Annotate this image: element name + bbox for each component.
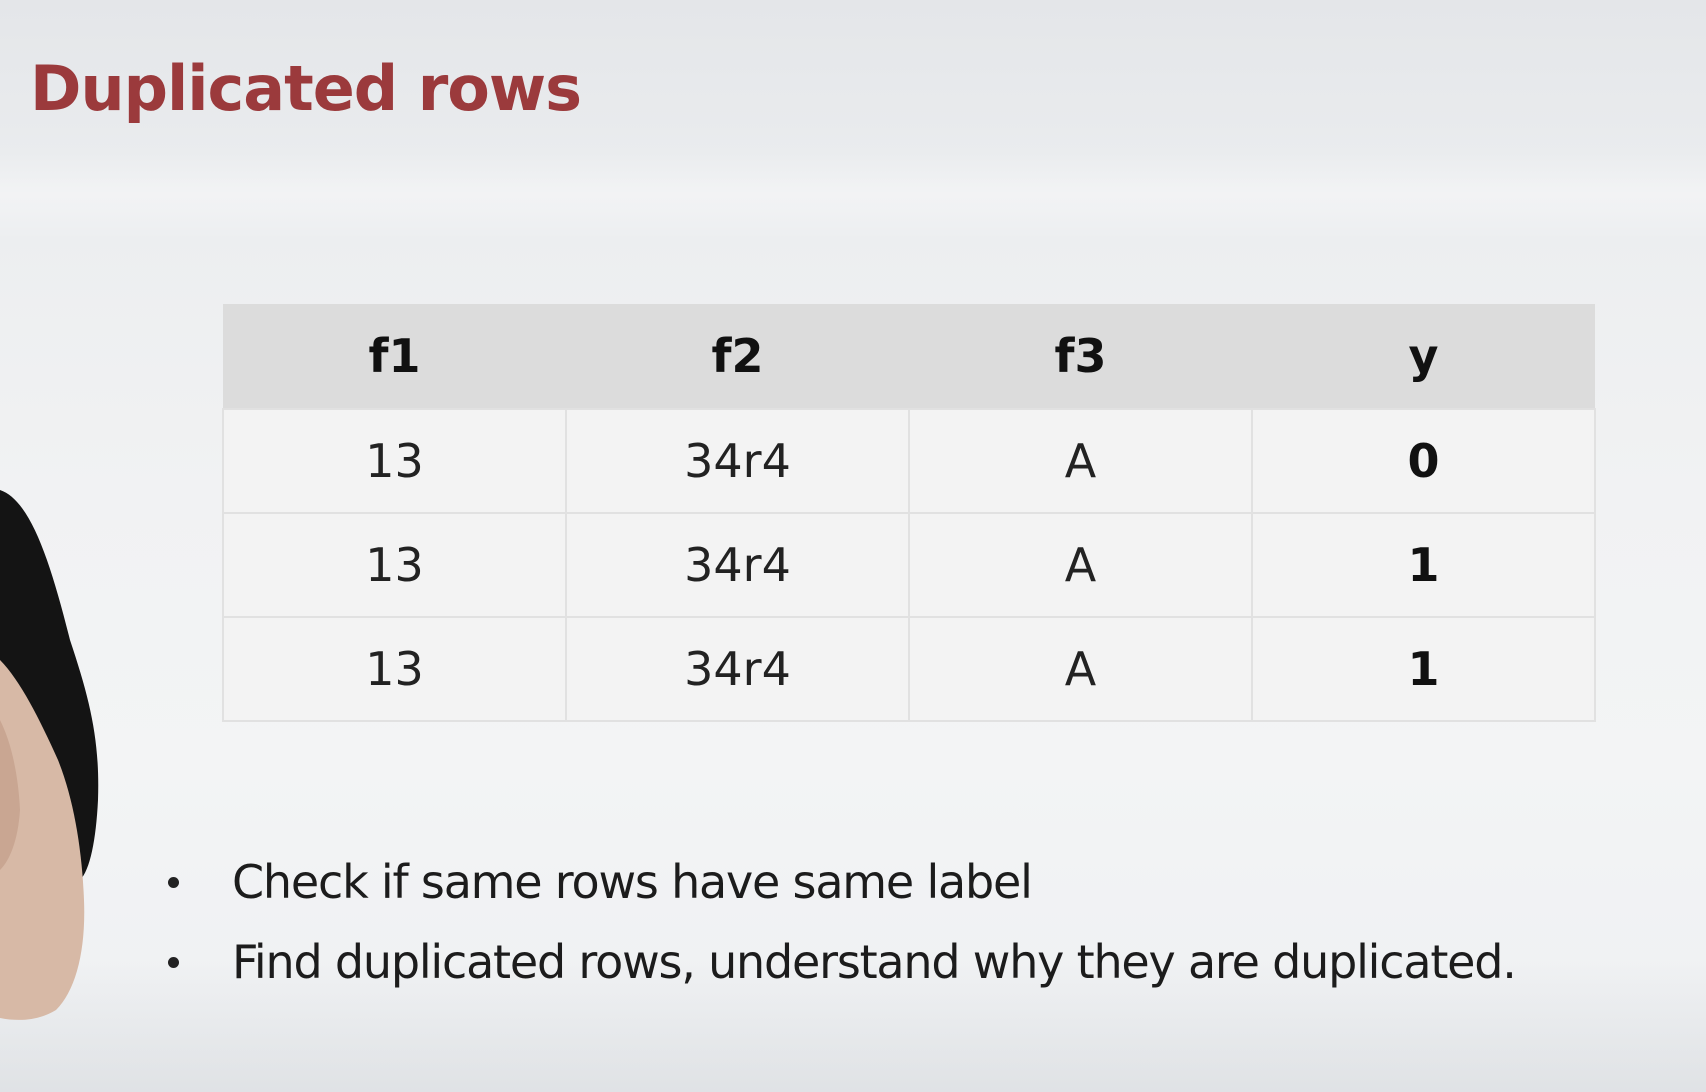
table-row: 13 34r4 A 1	[222, 512, 1596, 618]
bullet-dot-icon	[168, 957, 179, 968]
bullet-item: Check if same rows have same label	[160, 842, 1516, 922]
bullet-text: Find duplicated rows, understand why the…	[232, 935, 1517, 989]
table-cell: 34r4	[565, 408, 910, 514]
slide-title: Duplicated rows	[30, 52, 582, 125]
table-cell: A	[908, 408, 1253, 514]
bullet-list: Check if same rows have same label Find …	[160, 842, 1517, 1002]
column-header-f3: f3	[909, 304, 1252, 409]
label-cell: 1	[1251, 616, 1596, 722]
duplicated-rows-table: f1 f2 f3 y 13 34r4 A 0 13 34r4 A 1 13 34…	[222, 304, 1596, 722]
bullet-item: Find duplicated rows, understand why the…	[160, 922, 1517, 1002]
table-cell: 13	[222, 408, 567, 514]
table-cell: 13	[222, 616, 567, 722]
table-cell: 13	[222, 512, 567, 618]
table-cell: 34r4	[565, 616, 910, 722]
bullet-dot-icon	[168, 877, 179, 888]
table-cell: 34r4	[565, 512, 910, 618]
table-header-row: f1 f2 f3 y	[223, 304, 1595, 409]
table-cell: A	[908, 512, 1253, 618]
label-cell: 1	[1251, 512, 1596, 618]
table-row: 13 34r4 A 0	[222, 408, 1596, 514]
bullet-text: Check if same rows have same label	[232, 855, 1033, 909]
table-cell: A	[908, 616, 1253, 722]
label-cell: 0	[1251, 408, 1596, 514]
column-header-f2: f2	[566, 304, 909, 409]
background-band	[0, 150, 1706, 240]
table-row: 13 34r4 A 1	[222, 616, 1596, 722]
column-header-f1: f1	[223, 304, 566, 409]
column-header-y: y	[1252, 304, 1595, 409]
background-floor	[0, 960, 1706, 1092]
